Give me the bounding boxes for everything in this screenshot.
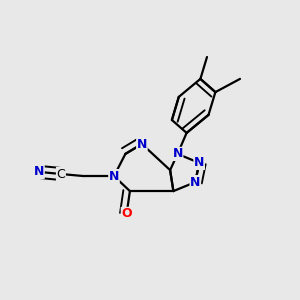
Text: O: O [121,207,132,220]
Text: N: N [194,156,204,170]
Text: N: N [190,176,200,189]
Text: N: N [34,165,44,178]
Text: C: C [56,167,65,181]
Text: N: N [172,147,183,161]
Text: N: N [137,137,147,151]
Text: N: N [109,169,119,183]
